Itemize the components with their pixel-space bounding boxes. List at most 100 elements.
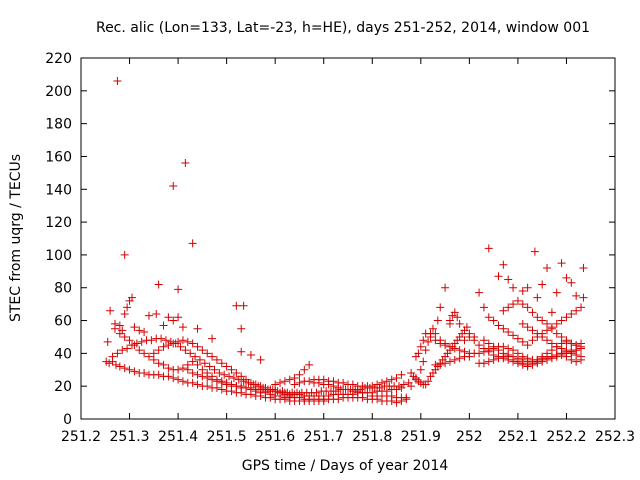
data-point	[504, 352, 513, 361]
data-point	[130, 367, 139, 376]
data-point	[152, 309, 161, 318]
data-point	[460, 336, 469, 345]
x-tick-label: 252.1	[498, 429, 538, 445]
data-point	[567, 309, 576, 318]
data-point	[445, 342, 454, 351]
data-point	[572, 306, 581, 315]
data-point	[455, 354, 464, 363]
data-point	[577, 355, 586, 364]
data-point	[159, 360, 168, 369]
data-point	[232, 382, 241, 391]
data-point	[509, 355, 518, 364]
data-point	[217, 359, 226, 368]
data-point	[392, 373, 401, 382]
data-point	[523, 303, 532, 312]
data-point	[118, 326, 127, 335]
data-point	[169, 339, 178, 348]
data-point	[174, 337, 183, 346]
data-point	[577, 303, 586, 312]
data-point	[484, 357, 493, 366]
data-point	[174, 375, 183, 384]
data-point	[300, 365, 309, 374]
data-point	[433, 316, 442, 325]
data-point	[450, 344, 459, 353]
x-tick-label: 251.7	[304, 429, 344, 445]
data-point	[402, 393, 411, 402]
data-point	[115, 321, 124, 330]
data-point	[377, 378, 386, 387]
data-point	[285, 393, 294, 402]
data-point	[266, 390, 275, 399]
data-point	[135, 346, 144, 355]
data-point	[523, 283, 532, 292]
data-points	[102, 76, 588, 407]
data-point	[479, 336, 488, 345]
data-point	[188, 378, 197, 387]
data-point	[509, 283, 518, 292]
data-point	[475, 349, 484, 358]
data-point	[523, 323, 532, 332]
data-point	[154, 370, 163, 379]
data-point	[547, 339, 556, 348]
data-point	[533, 293, 542, 302]
data-point	[118, 346, 127, 355]
data-point	[518, 287, 527, 296]
data-point	[392, 385, 401, 394]
data-point	[436, 336, 445, 345]
data-point	[276, 392, 285, 401]
data-point	[421, 346, 430, 355]
data-point	[465, 329, 474, 338]
data-point	[465, 352, 474, 361]
data-point	[227, 365, 236, 374]
data-point	[123, 344, 132, 353]
data-point	[105, 359, 114, 368]
data-point	[562, 346, 571, 355]
data-point	[509, 300, 518, 309]
chart-title: Rec. alic (Lon=133, Lat=-23, h=HE), days…	[96, 20, 590, 36]
data-point	[188, 369, 197, 378]
x-tick-label: 252.2	[546, 429, 586, 445]
data-point	[499, 306, 508, 315]
data-point	[484, 244, 493, 253]
data-point	[319, 396, 328, 405]
data-point	[557, 344, 566, 353]
data-point	[523, 341, 532, 350]
y-tick-label: 180	[45, 117, 72, 133]
data-point	[144, 311, 153, 320]
data-point	[572, 346, 581, 355]
data-point	[543, 319, 552, 328]
data-point	[387, 375, 396, 384]
data-point	[552, 351, 561, 360]
data-point	[120, 309, 129, 318]
data-point	[127, 293, 136, 302]
data-point	[212, 355, 221, 364]
data-point	[441, 339, 450, 348]
x-tick-label: 252	[456, 429, 483, 445]
data-point	[552, 288, 561, 297]
data-point	[108, 352, 117, 361]
data-point	[479, 347, 488, 356]
data-point	[538, 355, 547, 364]
data-point	[178, 364, 187, 373]
data-point	[246, 385, 255, 394]
data-point	[159, 342, 168, 351]
data-point	[169, 181, 178, 190]
data-point	[533, 313, 542, 322]
data-point	[239, 301, 248, 310]
data-point	[232, 301, 241, 310]
data-point	[552, 329, 561, 338]
data-point	[140, 328, 149, 337]
data-point	[504, 275, 513, 284]
x-axis-ticks: 251.2 251.3 251.4 251.5 251.6 251.7 251.8 251.9…	[61, 58, 635, 445]
data-point	[445, 319, 454, 328]
data-point	[494, 346, 503, 355]
plot-frame	[80, 57, 616, 420]
data-point	[130, 323, 139, 332]
data-point	[178, 336, 187, 345]
data-point	[310, 395, 319, 404]
data-point	[572, 291, 581, 300]
data-point	[513, 357, 522, 366]
data-point	[195, 355, 204, 364]
data-point	[212, 377, 221, 386]
data-point	[193, 360, 202, 369]
